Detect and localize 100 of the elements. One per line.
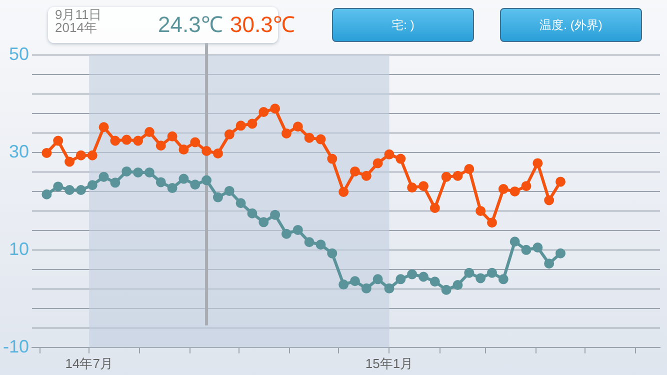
point: [292, 224, 303, 235]
point: [270, 210, 280, 220]
point: [521, 244, 532, 255]
point: [42, 148, 52, 158]
point: [304, 132, 314, 143]
point: [361, 283, 372, 294]
point: [452, 170, 463, 181]
point: [407, 182, 418, 193]
point: [98, 122, 109, 132]
point: [281, 128, 292, 138]
point: [430, 203, 440, 214]
point: [167, 183, 178, 194]
point: [486, 268, 497, 278]
point: [224, 186, 234, 196]
point: [544, 195, 554, 206]
y-tick-label: 10: [8, 238, 30, 259]
point: [316, 134, 326, 144]
point: [258, 217, 269, 228]
point: [247, 208, 258, 218]
y-tick-label: 50: [8, 44, 30, 64]
point: [372, 274, 383, 284]
point: [64, 156, 75, 167]
point: [338, 186, 349, 197]
x-tick-label: 14年7月: [65, 356, 113, 371]
point: [350, 166, 360, 176]
point: [133, 167, 144, 178]
point: [396, 274, 406, 284]
point: [178, 174, 189, 184]
point: [418, 272, 428, 282]
text: 宅: ): [332, 8, 474, 42]
point: [270, 104, 280, 114]
point: [476, 273, 486, 284]
point: [486, 218, 497, 228]
point: [202, 175, 212, 186]
point: [156, 140, 166, 151]
point: [53, 136, 64, 146]
point: [441, 172, 452, 182]
point: [556, 176, 566, 187]
point: [292, 122, 303, 132]
point: [350, 276, 360, 286]
point: [110, 136, 120, 146]
point: [327, 248, 338, 258]
point: [418, 181, 428, 192]
point: [281, 228, 292, 239]
point: [144, 167, 154, 178]
point: [76, 150, 86, 160]
point: [190, 137, 200, 148]
point: [42, 189, 52, 200]
text: 2014年: [55, 20, 97, 35]
point: [452, 280, 463, 290]
point: [430, 276, 440, 287]
point: [441, 284, 452, 295]
text: 24.3℃: [158, 12, 223, 37]
point: [224, 129, 234, 140]
point: [327, 154, 338, 164]
point: [510, 236, 520, 247]
y-tick-label: -10: [3, 336, 30, 356]
point: [236, 198, 246, 208]
point: [122, 166, 132, 176]
point: [64, 184, 75, 195]
point: [316, 240, 326, 250]
point: [498, 274, 508, 284]
point: [212, 192, 223, 202]
text: 30.3℃: [230, 12, 295, 37]
point: [361, 170, 372, 181]
point: [98, 172, 109, 182]
point: [53, 182, 64, 192]
point: [190, 180, 200, 190]
point: [304, 237, 314, 248]
point: [384, 149, 394, 160]
point: [338, 280, 349, 290]
point: [464, 268, 474, 278]
x-tick-label: 15年1月: [365, 356, 414, 371]
point: [544, 258, 554, 269]
point: [521, 181, 532, 192]
point: [110, 178, 120, 188]
point: [532, 158, 543, 168]
point: [464, 164, 474, 174]
point: [372, 158, 383, 168]
point: [532, 242, 543, 252]
point: [87, 180, 98, 190]
point: [236, 120, 246, 131]
point: [407, 269, 418, 280]
text: 温度. (外界): [500, 8, 642, 42]
point: [510, 186, 520, 196]
point: [258, 107, 269, 118]
point: [178, 144, 189, 155]
point: [156, 177, 166, 188]
point: [212, 148, 223, 158]
point: [384, 283, 394, 294]
point: [556, 248, 566, 258]
point: [476, 206, 486, 216]
point: [133, 136, 144, 146]
point: [247, 118, 258, 129]
point: [167, 131, 178, 142]
point: [144, 127, 154, 137]
point: [498, 184, 508, 194]
point: [202, 146, 212, 156]
point: [122, 134, 132, 145]
y-tick-label: 30: [8, 141, 30, 162]
